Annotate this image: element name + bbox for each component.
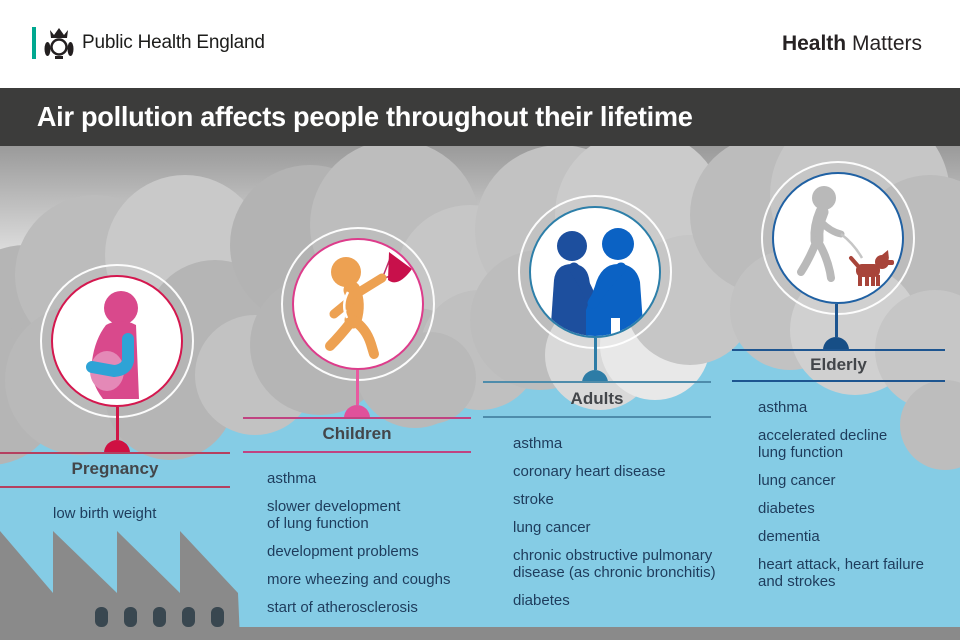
phe-logo: Public Health England (32, 26, 265, 60)
list-item: dementia (758, 528, 820, 545)
health-matters-logo: Health Matters (782, 32, 922, 56)
pregnancy-disc (51, 275, 183, 407)
adult-couple-icon (549, 227, 644, 336)
pregnancy-label: Pregnancy (71, 459, 159, 478)
title-banner: Air pollution affects people throughout … (0, 88, 960, 146)
list-item: diabetes (758, 500, 815, 517)
children-disc (292, 238, 424, 370)
list-item: lung cancer (758, 472, 836, 489)
adults-effects-list: asthma coronary heart disease stroke lun… (513, 435, 733, 620)
phe-teal-bar (32, 27, 36, 59)
elderly-disc (772, 172, 904, 304)
elderly-rule-bottom (732, 380, 945, 382)
list-item: diabetes (513, 592, 570, 609)
elderly-ring (761, 161, 915, 315)
header: Public Health England Health Matters (0, 0, 960, 88)
children-effects-list: asthma slower development of lung functi… (267, 470, 482, 627)
list-item: coronary heart disease (513, 463, 666, 480)
list-item: chronic obstructive pulmonary disease (a… (513, 547, 716, 581)
children-stem (356, 370, 359, 405)
pregnancy-dome (104, 440, 130, 453)
factory-windows (95, 607, 224, 627)
child-with-kite-icon (324, 251, 412, 359)
adults-label: Adults (570, 389, 624, 408)
list-item: low birth weight (53, 505, 157, 522)
adults-rule-bottom (483, 416, 711, 418)
elderly-label: Elderly (810, 355, 867, 374)
list-item: start of atherosclerosis (267, 599, 418, 616)
elderly-effects-list: asthma accelerated decline lung function… (758, 399, 960, 601)
children-rule-bottom (243, 451, 471, 453)
list-item: lung cancer (513, 519, 591, 536)
dog-icon (848, 249, 894, 286)
ground (0, 627, 960, 640)
series-title-bold: Health (781, 32, 847, 55)
list-item: more wheezing and coughs (267, 571, 451, 588)
factory-silhouette (0, 531, 240, 640)
pregnant-woman-icon (85, 290, 139, 399)
series-title-regular: Matters (846, 32, 922, 55)
list-item: asthma (513, 435, 563, 452)
pregnancy-rule-top (0, 452, 230, 454)
pregnancy-effects-list: low birth weight (53, 505, 233, 533)
elderly-dog-walker-icon (796, 185, 894, 286)
pregnancy-stem (116, 407, 119, 440)
children-dome (344, 405, 370, 418)
list-item: heart attack, heart failure and strokes (758, 556, 924, 590)
list-item: asthma (758, 399, 808, 416)
list-item: asthma (267, 470, 317, 487)
pregnancy-rule-bottom (0, 486, 230, 488)
elderly-rule-top (732, 349, 945, 351)
children-label: Children (322, 424, 392, 443)
phe-crest-icon (44, 28, 74, 59)
list-item: stroke (513, 491, 554, 508)
elderly-stem (835, 304, 838, 337)
adults-disc (529, 206, 661, 338)
org-name: Public Health England (82, 32, 265, 53)
list-item: development problems (267, 543, 419, 560)
adults-rule-top (483, 381, 711, 383)
list-item: accelerated decline lung function (758, 427, 888, 461)
page-title: Air pollution affects people throughout … (36, 101, 693, 132)
adults-stem (594, 338, 597, 370)
elderly-dome (823, 337, 849, 350)
children-rule-top (243, 417, 471, 419)
list-item: slower development of lung function (267, 498, 401, 532)
adults-dome (582, 370, 608, 383)
